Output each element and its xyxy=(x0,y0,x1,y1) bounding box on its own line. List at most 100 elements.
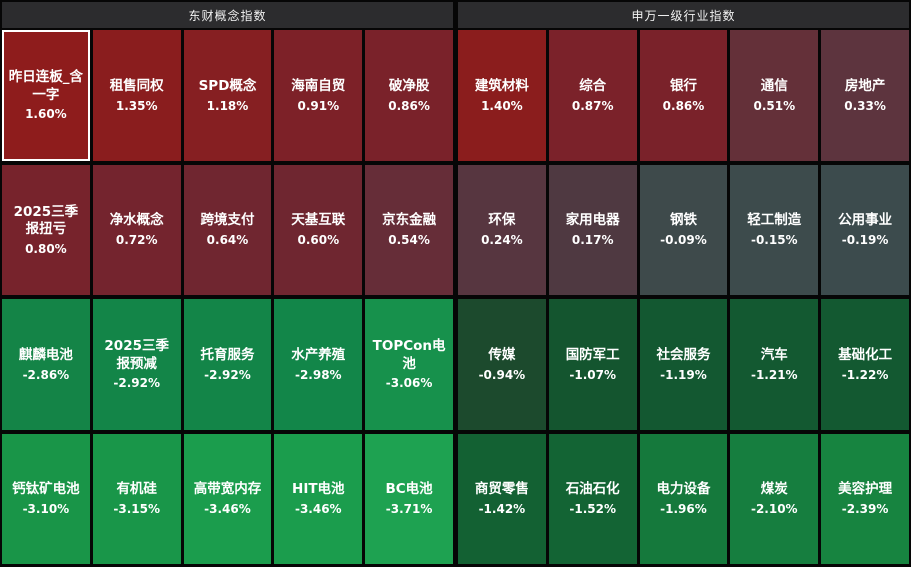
index-name-label: 综合 xyxy=(579,77,607,94)
index-name-label: 天基互联 xyxy=(291,212,346,229)
heatmap-cell[interactable]: 国防军工 -1.07% xyxy=(548,299,637,430)
heatmap-cell[interactable]: 京东金融 0.54% xyxy=(365,164,453,295)
index-change-percent: -1.42% xyxy=(478,502,526,517)
heatmap-cell[interactable]: 家用电器 0.17% xyxy=(548,164,637,295)
index-name-label: 有机硅 xyxy=(116,481,157,498)
index-change-percent: 0.72% xyxy=(115,233,158,248)
concept-index-grid: 昨日连板_含一字 1.60% 租售同权 1.35% SPD概念 1.18% 海南自贸 0.91… xyxy=(2,30,453,564)
section-header-concept-index: 东财概念指数 xyxy=(2,2,453,28)
index-name-label: 租售同权 xyxy=(109,77,164,94)
index-change-percent: 1.40% xyxy=(481,98,523,113)
heatmap-cell[interactable]: 商贸零售 -1.42% xyxy=(458,433,546,564)
index-change-percent: -0.15% xyxy=(750,233,798,248)
index-name-label: 商贸零售 xyxy=(474,481,529,498)
index-change-percent: 0.91% xyxy=(297,98,340,113)
heatmap-cell[interactable]: 汽车 -1.21% xyxy=(730,299,819,430)
heatmap-cell[interactable]: HIT电池 -3.46% xyxy=(274,433,363,564)
heatmap-cell[interactable]: 租售同权 1.35% xyxy=(92,30,181,161)
index-name-label: 净水概念 xyxy=(109,212,164,229)
index-change-percent: -2.86% xyxy=(22,367,70,382)
index-change-percent: -2.92% xyxy=(204,367,251,382)
index-name-label: 煤炭 xyxy=(760,481,788,498)
heatmap-cell[interactable]: 传媒 -0.94% xyxy=(458,299,546,430)
index-name-label: 美容护理 xyxy=(838,481,893,498)
index-change-percent: 0.87% xyxy=(571,98,614,113)
index-change-percent: -0.09% xyxy=(660,233,707,248)
index-name-label: 建筑材料 xyxy=(474,77,529,94)
heatmap-cell[interactable]: 水产养殖 -2.98% xyxy=(274,299,363,430)
heatmap-cell[interactable]: SPD概念 1.18% xyxy=(183,30,272,161)
index-change-percent: -1.52% xyxy=(569,502,616,517)
index-change-percent: 0.86% xyxy=(388,98,430,113)
heatmap-cell[interactable]: 高带宽内存 -3.46% xyxy=(183,433,272,564)
index-change-percent: -1.07% xyxy=(569,367,616,382)
index-name-label: 环保 xyxy=(488,212,516,229)
index-change-percent: -3.46% xyxy=(294,502,342,517)
index-change-percent: -1.19% xyxy=(660,367,707,382)
section-headers: 东财概念指数 申万一级行业指数 xyxy=(2,2,909,28)
heatmap-cell[interactable]: 石油石化 -1.52% xyxy=(548,433,637,564)
heatmap-cell[interactable]: BC电池 -3.71% xyxy=(365,433,453,564)
heatmap-cell[interactable]: 托育服务 -2.92% xyxy=(183,299,272,430)
index-change-percent: 0.51% xyxy=(753,98,796,113)
heatmap-cell[interactable]: 建筑材料 1.40% xyxy=(458,30,546,161)
heatmap-cell[interactable]: 环保 0.24% xyxy=(458,164,546,295)
section-header-industry-index: 申万一级行业指数 xyxy=(458,2,909,28)
index-name-label: 公用事业 xyxy=(838,212,893,229)
industry-index-grid: 建筑材料 1.40% 综合 0.87% 银行 0.86% 通信 0.51% 房地产 0.33% 环保… xyxy=(458,30,909,564)
heatmap-cell[interactable]: 综合 0.87% xyxy=(548,30,637,161)
heatmap-cell[interactable]: 美容护理 -2.39% xyxy=(821,433,909,564)
index-change-percent: -0.94% xyxy=(478,367,526,382)
index-name-label: 轻工制造 xyxy=(747,212,802,229)
index-name-label: 昨日连板_含一字 xyxy=(8,69,84,103)
index-change-percent: -2.39% xyxy=(841,502,889,517)
heatmap-cell[interactable]: 2025三季报扭亏 0.80% xyxy=(2,164,90,295)
index-name-label: 2025三季报扭亏 xyxy=(13,203,79,238)
index-change-percent: 1.35% xyxy=(115,98,158,113)
index-change-percent: 0.33% xyxy=(844,98,886,113)
heatmap-cell[interactable]: 通信 0.51% xyxy=(730,30,819,161)
index-name-label: 汽车 xyxy=(760,346,788,363)
heatmap-cell[interactable]: 海南自贸 0.91% xyxy=(274,30,363,161)
heatmap-cell[interactable]: 跨境支付 0.64% xyxy=(183,164,272,295)
index-change-percent: -3.15% xyxy=(113,502,160,517)
heatmap-cell[interactable]: 天基互联 0.60% xyxy=(274,164,363,295)
index-name-label: 京东金融 xyxy=(382,212,437,229)
index-name-label: TOPCon电池 xyxy=(372,338,446,372)
heatmap-cell[interactable]: 钙钛矿电池 -3.10% xyxy=(2,433,90,564)
heatmap-cell[interactable]: 钢铁 -0.09% xyxy=(639,164,728,295)
index-change-percent: -3.46% xyxy=(204,502,251,517)
index-change-percent: 0.24% xyxy=(481,233,523,248)
heatmap-cell[interactable]: 轻工制造 -0.15% xyxy=(730,164,819,295)
index-change-percent: 0.54% xyxy=(388,233,430,248)
index-name-label: 石油石化 xyxy=(565,481,620,498)
heatmap-cell[interactable]: TOPCon电池 -3.06% xyxy=(365,299,453,430)
heatmap-cell[interactable]: 基础化工 -1.22% xyxy=(821,299,909,430)
heatmap-cell[interactable]: 有机硅 -3.15% xyxy=(92,433,181,564)
heatmap-cell[interactable]: 房地产 0.33% xyxy=(821,30,909,161)
heatmap-cell[interactable]: 煤炭 -2.10% xyxy=(730,433,819,564)
heatmap-cell[interactable]: 电力设备 -1.96% xyxy=(639,433,728,564)
heatmap-cell-selected[interactable]: 昨日连板_含一字 1.60% xyxy=(2,30,90,161)
index-change-percent: 0.86% xyxy=(662,98,705,113)
heatmap-cell[interactable]: 社会服务 -1.19% xyxy=(639,299,728,430)
index-change-percent: 0.80% xyxy=(25,241,67,256)
index-name-label: 2025三季报预减 xyxy=(104,338,169,372)
index-change-percent: -3.06% xyxy=(385,376,433,391)
index-change-percent: -3.10% xyxy=(22,502,70,517)
index-name-label: 麒麟电池 xyxy=(18,346,73,363)
heatmap-cell[interactable]: 净水概念 0.72% xyxy=(92,164,181,295)
index-name-label: 电力设备 xyxy=(656,481,711,498)
index-name-label: HIT电池 xyxy=(292,481,345,498)
index-name-label: BC电池 xyxy=(385,481,433,498)
heatmap-cell[interactable]: 破净股 0.86% xyxy=(365,30,453,161)
heatmap-cell[interactable]: 麒麟电池 -2.86% xyxy=(2,299,90,430)
heatmap-cell[interactable]: 银行 0.86% xyxy=(639,30,728,161)
index-change-percent: -3.71% xyxy=(385,502,433,517)
heatmap-cell[interactable]: 公用事业 -0.19% xyxy=(821,164,909,295)
index-change-percent: 0.60% xyxy=(297,233,340,248)
index-name-label: 社会服务 xyxy=(656,346,711,363)
index-change-percent: 1.18% xyxy=(206,98,249,113)
index-name-label: 家用电器 xyxy=(565,212,620,229)
heatmap-cell[interactable]: 2025三季报预减 -2.92% xyxy=(92,299,181,430)
